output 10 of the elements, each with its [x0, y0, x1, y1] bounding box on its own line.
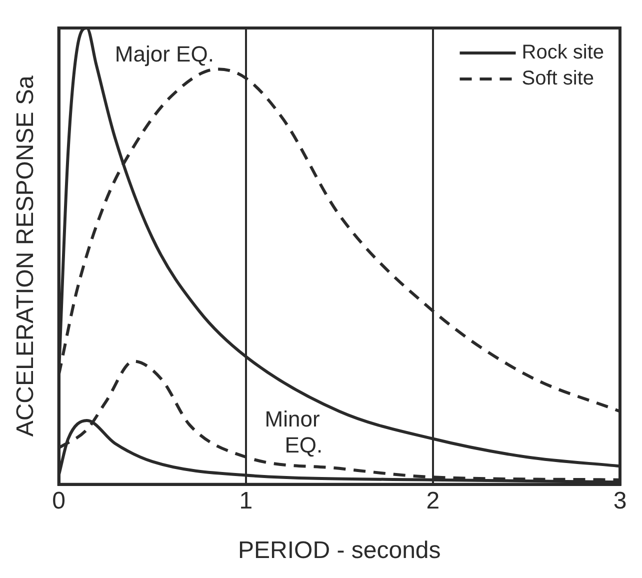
annotation: Minor EQ.	[264, 406, 323, 458]
x-tick-label: 1	[239, 487, 253, 514]
x-tick-label: 0	[52, 487, 66, 514]
y-axis-title: ACCELERATION RESPONSE Sa	[12, 75, 40, 437]
x-axis-title: PERIOD - seconds	[238, 537, 441, 564]
annotation: Major EQ.	[114, 41, 214, 66]
x-tick-label: 2	[426, 487, 440, 514]
legend-label: Soft site	[522, 68, 594, 90]
legend-label: Rock site	[522, 42, 604, 64]
x-tick-label: 3	[613, 487, 627, 514]
